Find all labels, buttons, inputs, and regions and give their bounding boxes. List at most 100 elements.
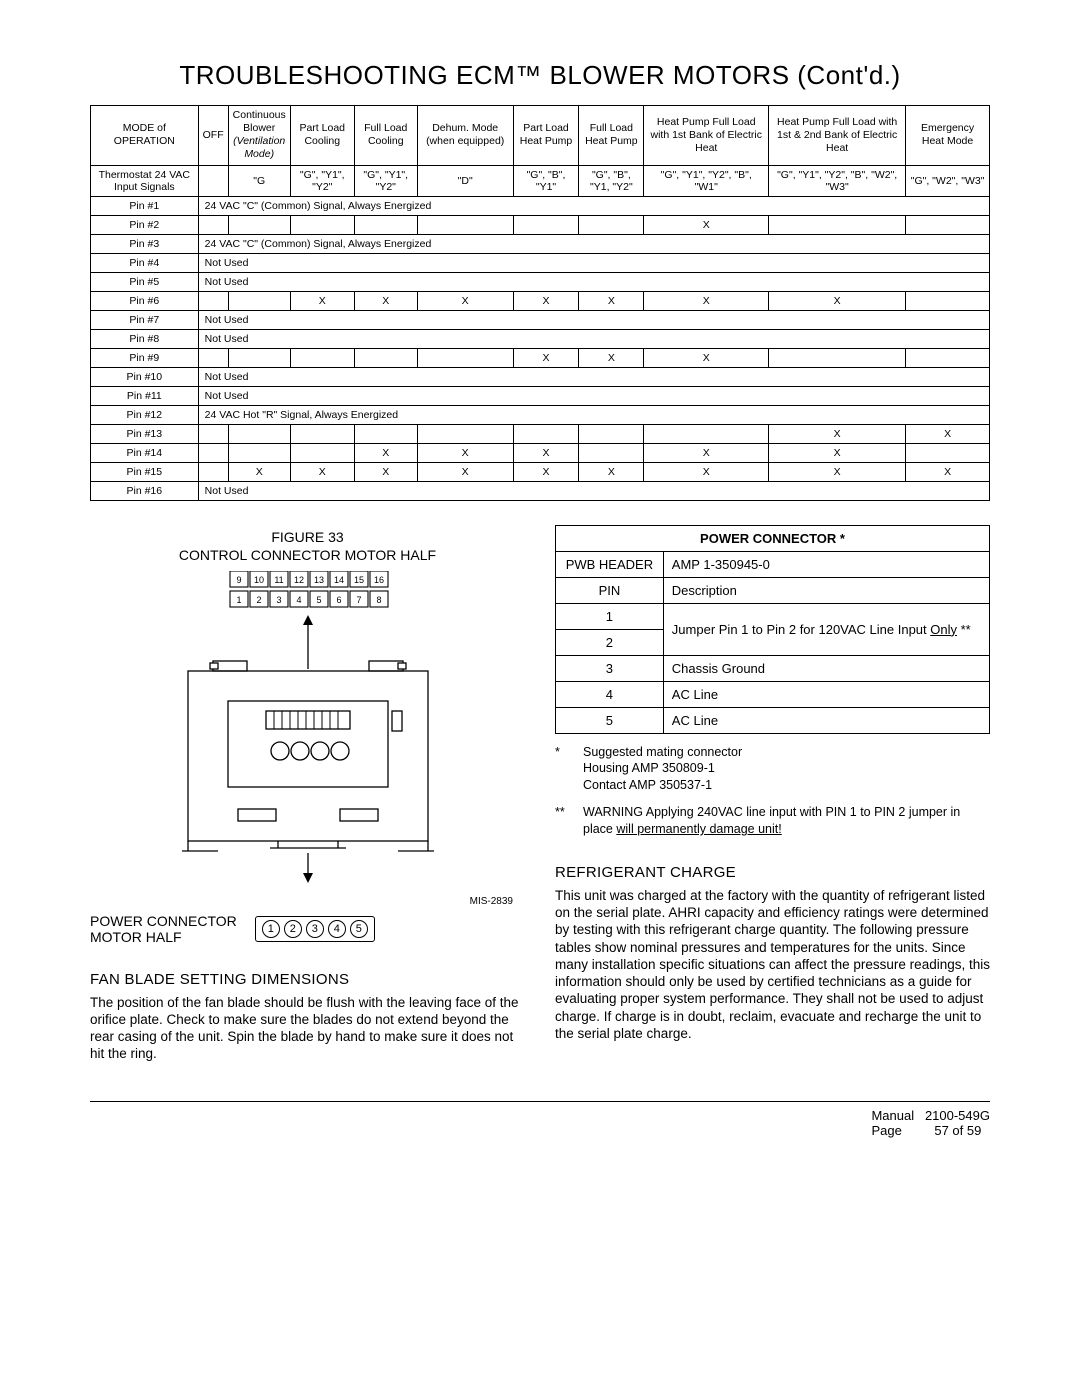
page-title: TROUBLESHOOTING ECM™ BLOWER MOTORS (Cont… bbox=[90, 60, 990, 91]
table-cell: Not Used bbox=[198, 272, 989, 291]
table-cell: "G", "Y1", "Y2" bbox=[290, 165, 354, 196]
table-cell bbox=[198, 291, 228, 310]
table-cell: "D" bbox=[417, 165, 513, 196]
refrig-body: This unit was charged at the factory wit… bbox=[555, 887, 990, 1042]
row-label: Pin #2 bbox=[91, 215, 199, 234]
table-cell bbox=[354, 424, 417, 443]
sig-header: Dehum. Mode (when equipped) bbox=[417, 106, 513, 166]
svg-text:12: 12 bbox=[293, 575, 303, 585]
table-cell bbox=[228, 424, 290, 443]
row-label: Pin #9 bbox=[91, 348, 199, 367]
table-cell bbox=[579, 424, 644, 443]
table-cell: 24 VAC Hot "R" Signal, Always Energized bbox=[198, 405, 989, 424]
row-label: Pin #13 bbox=[91, 424, 199, 443]
table-cell: "G", "Y1", "Y2", "B", "W1" bbox=[644, 165, 769, 196]
svg-text:2: 2 bbox=[256, 595, 261, 605]
row-label: Pin #7 bbox=[91, 310, 199, 329]
pc-note-1: Suggested mating connectorHousing AMP 35… bbox=[583, 744, 742, 795]
svg-text:9: 9 bbox=[236, 575, 241, 585]
table-cell: "G", "B", "Y1, "Y2" bbox=[579, 165, 644, 196]
table-cell: Not Used bbox=[198, 481, 989, 500]
table-cell: X bbox=[644, 443, 769, 462]
table-cell bbox=[228, 443, 290, 462]
row-label: Pin #8 bbox=[91, 329, 199, 348]
table-cell bbox=[228, 291, 290, 310]
table-cell bbox=[198, 215, 228, 234]
fan-body: The position of the fan blade should be … bbox=[90, 994, 525, 1063]
svg-text:7: 7 bbox=[356, 595, 361, 605]
table-cell bbox=[513, 215, 579, 234]
refrig-heading: REFRIGERANT CHARGE bbox=[555, 864, 990, 881]
row-label: Pin #6 bbox=[91, 291, 199, 310]
table-cell bbox=[769, 215, 906, 234]
row-label: Pin #11 bbox=[91, 386, 199, 405]
table-cell: AC Line bbox=[663, 707, 989, 733]
pc-pin: 3 bbox=[306, 920, 324, 938]
sig-header: Heat Pump Full Load with 1st & 2nd Bank … bbox=[769, 106, 906, 166]
sig-header: Emergency Heat Mode bbox=[906, 106, 990, 166]
sig-header: Part Load Heat Pump bbox=[513, 106, 579, 166]
table-cell: X bbox=[769, 291, 906, 310]
pc-c1: PIN bbox=[556, 577, 664, 603]
table-cell: X bbox=[290, 462, 354, 481]
table-cell bbox=[198, 443, 228, 462]
table-cell: X bbox=[579, 348, 644, 367]
sig-header: ContinuousBlower(VentilationMode) bbox=[228, 106, 290, 166]
svg-text:3: 3 bbox=[276, 595, 281, 605]
svg-text:10: 10 bbox=[253, 575, 263, 585]
table-cell: X bbox=[417, 443, 513, 462]
table-cell: X bbox=[290, 291, 354, 310]
table-cell: X bbox=[906, 462, 990, 481]
svg-text:14: 14 bbox=[333, 575, 343, 585]
row-label: Pin #16 bbox=[91, 481, 199, 500]
table-cell: 3 bbox=[556, 655, 664, 681]
table-cell bbox=[579, 215, 644, 234]
mis-label: MIS-2839 bbox=[90, 896, 513, 907]
table-cell: X bbox=[354, 291, 417, 310]
table-cell: X bbox=[906, 424, 990, 443]
table-cell bbox=[644, 424, 769, 443]
table-cell bbox=[769, 348, 906, 367]
row-label: Pin #4 bbox=[91, 253, 199, 272]
table-cell: X bbox=[417, 462, 513, 481]
svg-text:4: 4 bbox=[296, 595, 301, 605]
table-cell: "G", "B", "Y1" bbox=[513, 165, 579, 196]
table-cell: X bbox=[513, 291, 579, 310]
page-footer: Manual 2100-549G Page 57 of 59 bbox=[90, 1108, 990, 1138]
table-cell bbox=[354, 215, 417, 234]
table-cell: X bbox=[579, 291, 644, 310]
power-connector-table: POWER CONNECTOR * PWB HEADER AMP 1-35094… bbox=[555, 525, 990, 734]
row-label: Pin #3 bbox=[91, 234, 199, 253]
sig-header: Part Load Cooling bbox=[290, 106, 354, 166]
pc-h2: AMP 1-350945-0 bbox=[663, 551, 989, 577]
table-cell bbox=[417, 348, 513, 367]
table-cell: 1 bbox=[556, 603, 664, 629]
table-cell bbox=[198, 165, 228, 196]
figure-caption: CONTROL CONNECTOR MOTOR HALF bbox=[90, 547, 525, 563]
table-cell: X bbox=[417, 291, 513, 310]
sig-header: OFF bbox=[198, 106, 228, 166]
table-cell: X bbox=[769, 443, 906, 462]
table-cell: 2 bbox=[556, 629, 664, 655]
svg-text:15: 15 bbox=[353, 575, 363, 585]
table-cell: "G", "Y1", "Y2" bbox=[354, 165, 417, 196]
table-cell: Not Used bbox=[198, 329, 989, 348]
row-label: Pin #15 bbox=[91, 462, 199, 481]
svg-text:13: 13 bbox=[313, 575, 323, 585]
sig-header: MODE of OPERATION bbox=[91, 106, 199, 166]
table-cell: "G", "Y1", "Y2", "B", "W2", "W3" bbox=[769, 165, 906, 196]
table-cell bbox=[906, 291, 990, 310]
pc-pin: 4 bbox=[328, 920, 346, 938]
table-cell: X bbox=[644, 291, 769, 310]
table-cell: X bbox=[513, 462, 579, 481]
table-cell: 4 bbox=[556, 681, 664, 707]
sig-header: Full Load Cooling bbox=[354, 106, 417, 166]
table-cell: "G", "W2", "W3" bbox=[906, 165, 990, 196]
table-cell: 5 bbox=[556, 707, 664, 733]
table-cell bbox=[198, 462, 228, 481]
table-cell bbox=[290, 424, 354, 443]
table-cell: X bbox=[354, 462, 417, 481]
pc-pin: 5 bbox=[350, 920, 368, 938]
svg-text:6: 6 bbox=[336, 595, 341, 605]
table-cell: X bbox=[228, 462, 290, 481]
